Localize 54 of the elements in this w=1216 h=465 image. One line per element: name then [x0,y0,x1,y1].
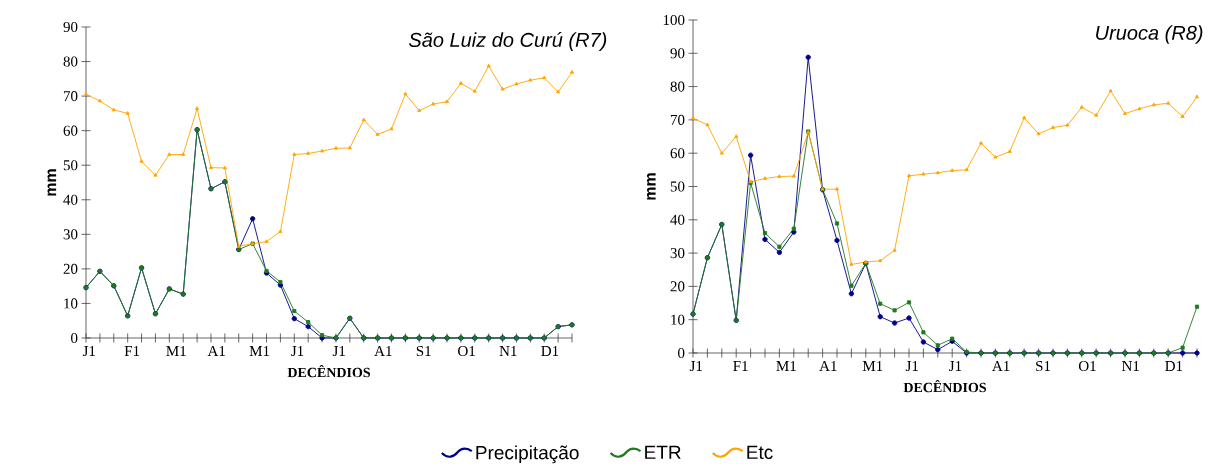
x-tick-label: N1 [1121,361,1139,371]
x-tick-label: J1 [689,361,702,372]
x-tick-label: J1 [291,346,304,357]
x-tick-label: J1 [82,346,95,357]
y-tick-label: 40 [63,194,78,205]
y-tick-label: 40 [670,214,685,225]
y-tick-label: 70 [63,91,78,102]
x-tick-label: M1 [166,346,186,356]
y-axis-title: mm [47,169,57,196]
y-tick-label: 20 [63,263,78,274]
y-tick-label: 80 [670,81,685,92]
x-tick-label: J1 [332,346,345,357]
y-tick-label: 30 [670,248,685,259]
x-tick-label: S1 [416,346,431,357]
y-tick-label: 90 [670,48,685,59]
y-tick-label: 0 [678,347,685,359]
x-tick-label: A1 [207,346,225,356]
y-tick-label: 50 [63,160,78,171]
y-tick-label: 10 [671,314,685,325]
x-tick-label: O1 [458,346,475,357]
x-tick-label: D1 [541,346,559,356]
x-tick-label: F1 [124,346,140,356]
y-tick-label: 60 [670,148,685,159]
x-tick-label: M1 [776,361,796,371]
chart-title: Uruoca (R8) [1096,25,1203,44]
x-tick-label: A1 [374,346,392,356]
x-axis-title: DECÊNDIOS [903,379,987,393]
x-tick-label: J1 [905,361,918,372]
legend-label: Precipitação [476,445,579,464]
x-tick-label: D1 [1165,361,1183,371]
y-tick-label: 100 [663,14,685,26]
legend-label: Etc [747,445,773,460]
x-tick-label: A1 [992,361,1010,371]
x-tick-label: F1 [733,361,748,371]
y-tick-label: 20 [670,281,685,292]
x-tick-label: O1 [1078,361,1096,372]
y-tick-label: 70 [670,114,685,125]
x-axis-title: DECÊNDIOS [287,364,371,378]
x-tick-label: N1 [499,346,517,356]
x-tick-label: S1 [1036,361,1051,372]
x-tick-label: M1 [862,361,883,371]
y-tick-label: 30 [63,229,78,240]
y-tick-label: 0 [71,332,78,344]
y-tick-label: 50 [670,181,685,192]
x-tick-label: M1 [249,346,270,356]
legend-label: ETR [645,445,681,459]
x-tick-label: J1 [949,361,962,372]
y-tick-label: 90 [63,21,78,33]
y-tick-label: 10 [64,298,78,309]
y-tick-label: 80 [63,56,78,67]
y-tick-label: 60 [63,125,78,136]
chart-title: São Luiz do Curú (R7) [408,32,607,51]
y-axis-title: mm [647,173,656,200]
x-tick-label: A1 [819,361,837,371]
